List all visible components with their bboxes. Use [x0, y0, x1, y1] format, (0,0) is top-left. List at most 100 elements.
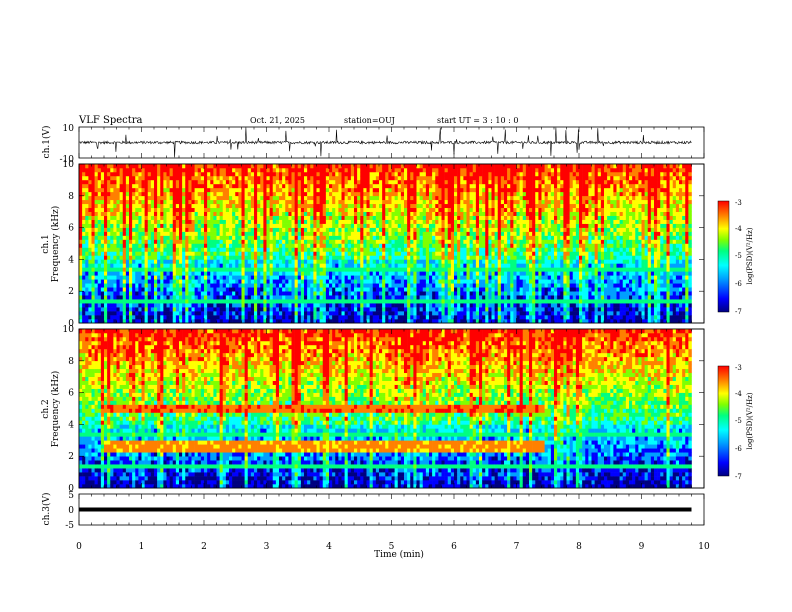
spectrogram-cell — [166, 287, 170, 292]
spectrogram-cell — [235, 231, 239, 236]
spectrogram-cell — [107, 175, 111, 181]
spectrogram-cell — [388, 211, 392, 216]
spectrogram-cell — [407, 195, 411, 201]
spectrogram-cell — [191, 271, 195, 276]
spectrogram-cell — [379, 243, 383, 248]
spectrogram-cell — [138, 283, 142, 288]
spectrogram-cell — [288, 283, 292, 288]
spectrogram-cell — [100, 319, 105, 324]
spectrogram-cell — [238, 259, 242, 264]
spectrogram-cell — [304, 191, 308, 197]
spectrogram-cell — [119, 231, 124, 236]
spectrogram-cell — [110, 235, 114, 240]
spectrogram-cell — [138, 255, 142, 260]
spectrogram-cell — [141, 315, 145, 320]
spectrogram-cell — [394, 187, 399, 193]
spectrogram-cell — [341, 207, 345, 212]
spectrogram-cell — [185, 187, 189, 193]
spectrogram-cell — [160, 231, 164, 236]
spectrogram-cell — [432, 295, 436, 300]
spectrogram-cell — [335, 311, 339, 316]
spectrogram-cell — [410, 291, 414, 296]
spectrogram-cell — [150, 271, 155, 276]
spectrogram-cell — [285, 211, 289, 216]
spectrogram-cell — [397, 191, 402, 197]
spectrogram-cell — [285, 315, 289, 320]
spectrogram-cell — [132, 283, 136, 288]
spectrogram-cell — [294, 263, 299, 268]
spectrogram-cell — [332, 171, 336, 177]
spectrogram-cell — [135, 223, 139, 228]
spectrogram-cell — [432, 287, 436, 292]
spectrogram-cell — [438, 239, 442, 244]
spectrogram-cell — [341, 179, 345, 185]
spectrogram-cell — [79, 227, 83, 232]
spectrogram-cell — [91, 299, 95, 304]
spectrogram-cell — [179, 215, 183, 220]
spectrogram-cell — [422, 211, 427, 216]
spectrogram-cell — [363, 167, 367, 173]
spectrogram-cell — [241, 275, 245, 280]
spectrogram-cell — [232, 219, 236, 224]
spectrogram-cell — [382, 167, 386, 173]
spectrogram-cell — [154, 179, 158, 185]
spectrogram-cell — [350, 247, 355, 252]
spectrogram-cell — [150, 187, 155, 193]
spectrogram-cell — [91, 267, 95, 272]
spectrogram-cell — [150, 315, 155, 320]
spectrogram-cell — [88, 211, 92, 216]
spectrogram-cell — [363, 303, 367, 308]
spectrogram-cell — [357, 164, 361, 169]
spectrogram-cell — [357, 283, 361, 288]
spectrogram-cell — [169, 299, 174, 304]
spectrogram-cell — [450, 215, 455, 220]
spectrogram-cell — [85, 187, 89, 193]
spectrogram-cell — [450, 263, 455, 268]
spectrogram-cell — [132, 263, 136, 268]
spectrogram-cell — [416, 311, 420, 316]
spectrogram-cell — [157, 235, 161, 240]
spectrogram-cell — [297, 167, 302, 173]
spectrogram-cell — [269, 291, 274, 296]
spectrogram-cell — [250, 207, 255, 212]
spectrogram-cell — [172, 175, 177, 181]
spectrogram-cell — [322, 215, 327, 220]
spectrogram-cell — [366, 187, 370, 193]
spectrogram-cell — [350, 164, 355, 169]
spectrogram-cell — [116, 183, 120, 189]
spectrogram-cell — [182, 255, 186, 260]
spectrogram-cell — [213, 215, 217, 220]
spectrogram-cell — [394, 275, 399, 280]
spectrogram-cell — [260, 239, 264, 244]
spectrogram-cell — [182, 164, 186, 169]
spectrogram-cell — [179, 255, 183, 260]
spectrogram-cell — [457, 164, 461, 169]
spectrogram-cell — [163, 203, 167, 209]
spectrogram-cell — [204, 199, 208, 205]
spectrogram-cell — [313, 291, 317, 296]
spectrogram-cell — [444, 319, 449, 324]
spectrogram-cell — [444, 271, 449, 276]
spectrogram-cell — [85, 167, 89, 173]
spectrogram-cell — [200, 171, 205, 177]
spectrogram-cell — [422, 239, 427, 244]
spectrogram-cell — [175, 315, 180, 320]
spectrogram-cell — [313, 275, 317, 280]
spectrogram-cell — [247, 211, 252, 216]
spectrogram-cell — [416, 207, 420, 212]
spectrogram-cell — [341, 291, 345, 296]
spectrogram-cell — [222, 315, 227, 320]
spectrogram-cell — [141, 295, 145, 300]
spectrogram-cell — [122, 231, 127, 236]
spectrogram-cell — [157, 299, 161, 304]
spectrogram-cell — [207, 267, 211, 272]
spectrogram-cell — [182, 263, 186, 268]
spectrogram-cell — [79, 315, 83, 320]
spectrogram-cell — [454, 207, 458, 212]
spectrogram-cell — [275, 219, 280, 224]
spectrogram-cell — [450, 319, 455, 324]
spectrogram-cell — [419, 215, 424, 220]
spectrogram-cell — [335, 223, 339, 228]
spectrogram-cell — [257, 307, 261, 312]
spectrogram-cell — [85, 267, 89, 272]
